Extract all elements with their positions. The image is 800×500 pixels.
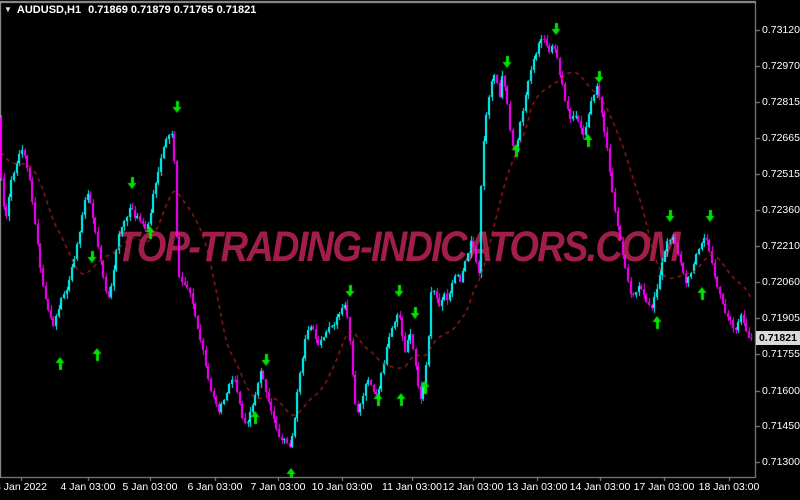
time-tick-label: 11 Jan 03:00 [382, 481, 442, 493]
time-tick-label: 4 Jan 03:00 [60, 481, 116, 493]
ohlc-quotes-label: 0.71869 0.71879 0.71765 0.71821 [88, 4, 257, 16]
time-tick-label: 14 Jan 03:00 [569, 481, 631, 493]
price-tick-label: 0.71905 [762, 312, 800, 324]
price-tick-label: 0.72970 [762, 60, 800, 72]
time-tick-label: 12 Jan 03:00 [442, 481, 504, 493]
price-tick-label: 0.72060 [762, 276, 800, 288]
time-tick-label: 13 Jan 03:00 [506, 481, 568, 493]
price-tick-label: 0.71600 [762, 385, 800, 397]
time-tick-label: 3 Jan 2022 [0, 481, 47, 493]
price-tick-label: 0.72665 [762, 132, 800, 144]
time-axis[interactable]: 3 Jan 2022 4 Jan 03:00 5 Jan 03:00 6 Jan 03… [0, 479, 800, 500]
price-tick-label: 0.71300 [762, 456, 800, 468]
time-tick-label: 17 Jan 03:00 [633, 481, 695, 493]
price-tick-label: 0.71450 [762, 420, 800, 432]
price-tick-label: 0.73120 [762, 24, 800, 36]
price-tick-label: 0.72515 [762, 168, 800, 180]
symbol-timeframe-label: AUDUSD,H1 [16, 4, 82, 16]
price-tick-label: 0.72815 [762, 96, 800, 108]
time-tick-label: 5 Jan 03:00 [122, 481, 178, 493]
chart-dropdown-icon[interactable]: ▼ [4, 5, 12, 14]
current-price-badge: 0.71821 [756, 331, 800, 345]
time-tick-label: 18 Jan 03:00 [698, 481, 760, 493]
time-tick-label: 7 Jan 03:00 [250, 481, 306, 493]
time-tick-label: 10 Jan 03:00 [311, 481, 373, 493]
price-tick-label: 0.72360 [762, 204, 800, 216]
price-axis[interactable]: 0.73120 0.72970 0.72815 0.72665 0.72515 0.723… [756, 0, 800, 478]
price-tick-label: 0.71755 [762, 348, 800, 360]
price-tick-label: 0.72210 [762, 240, 800, 252]
time-tick-label: 6 Jan 03:00 [187, 481, 243, 493]
symbol-ohlc-header: ▼ AUDUSD,H1 0.71869 0.71879 0.71765 0.7182… [4, 4, 256, 16]
